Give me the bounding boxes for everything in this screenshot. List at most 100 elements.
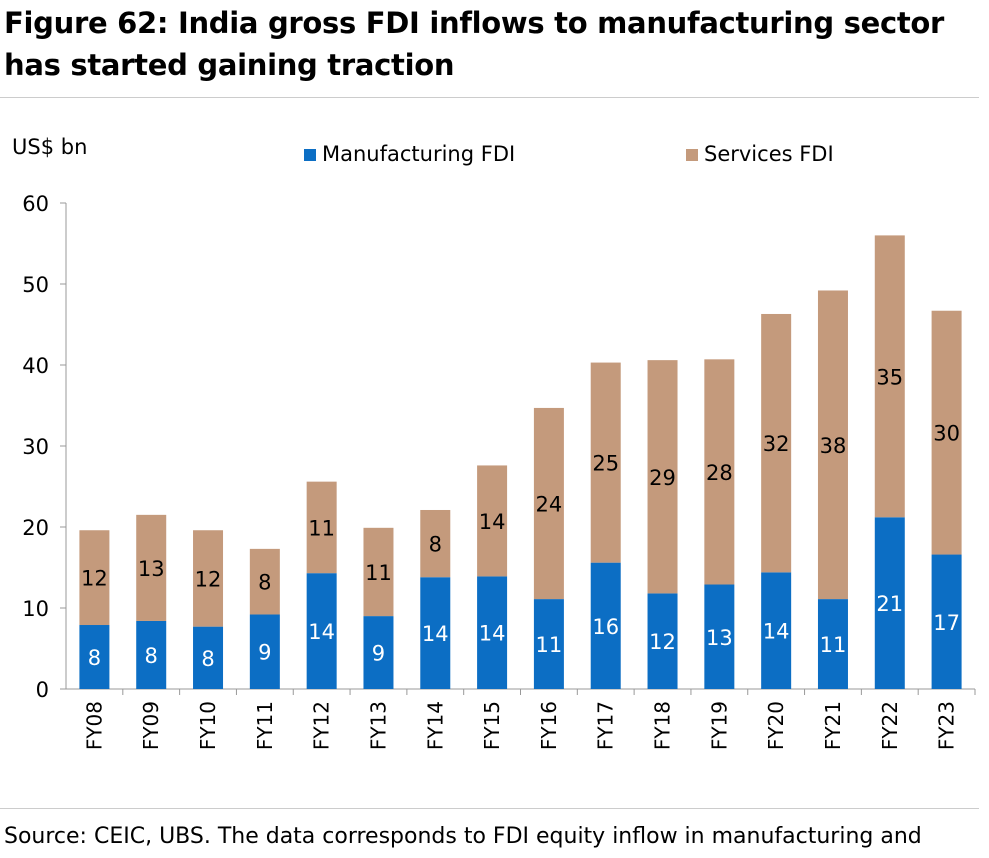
legend-label: Services FDI [704, 142, 834, 166]
manufacturing-label-fy15: 14 [479, 622, 506, 646]
manufacturing-bar-fy10 [193, 626, 224, 689]
services-label-fy12: 11 [308, 516, 335, 540]
services-label-fy16: 24 [536, 493, 563, 517]
services-label-fy22: 35 [876, 365, 903, 389]
manufacturing-label-fy21: 11 [820, 633, 847, 657]
figure-title: Figure 62: India gross FDI inflows to ma… [4, 6, 945, 82]
services-bar-fy14 [420, 509, 451, 578]
chart-bars [79, 235, 962, 689]
x-tick-label-fy18: FY18 [651, 701, 675, 750]
manufacturing-bar-fy12 [306, 573, 337, 689]
bottom-divider [0, 808, 979, 809]
manufacturing-bar-fy18 [647, 593, 678, 689]
chart-data-labels: 8 12 8 13 8 12 9 8 14 11 9 11 14 8 14 14 11 24 16 25 12 29 13 2… [81, 365, 960, 670]
x-tick-label-fy09: FY09 [139, 701, 163, 750]
services-bar-fy20 [761, 313, 792, 573]
services-bar-fy17 [590, 362, 621, 563]
y-tick-label: 10 [22, 597, 49, 621]
x-tick-label-fy14: FY14 [423, 701, 447, 750]
services-bar-fy11 [249, 548, 280, 615]
y-tick-label: 40 [22, 354, 49, 378]
x-tick-label-fy11: FY11 [253, 701, 277, 750]
services-bar-fy18 [647, 360, 678, 594]
services-label-fy10: 12 [195, 567, 222, 591]
x-tick-label-fy13: FY13 [366, 701, 390, 750]
services-label-fy15: 14 [479, 510, 506, 534]
y-tick-label: 0 [36, 678, 49, 702]
manufacturing-label-fy09: 8 [145, 644, 158, 668]
manufacturing-label-fy12: 14 [308, 620, 335, 644]
services-label-fy09: 13 [138, 557, 165, 581]
manufacturing-label-fy18: 12 [649, 630, 676, 654]
services-bar-fy15 [477, 465, 508, 577]
services-label-fy21: 38 [820, 434, 847, 458]
x-tick-label-fy08: FY08 [82, 701, 106, 750]
manufacturing-label-fy22: 21 [876, 592, 903, 616]
manufacturing-label-fy23: 17 [933, 611, 960, 635]
y-tick-label: 60 [22, 192, 49, 216]
services-bar-fy21 [817, 290, 848, 600]
manufacturing-label-fy16: 11 [536, 633, 563, 657]
manufacturing-bar-fy11 [249, 614, 280, 689]
services-label-fy23: 30 [933, 422, 960, 446]
source-note: Source: CEIC, UBS. The data corresponds … [4, 824, 922, 849]
manufacturing-bar-fy19 [704, 584, 735, 689]
legend-swatch [304, 149, 316, 161]
y-tick-label: 20 [22, 516, 49, 540]
y-tick-label: 30 [22, 435, 49, 459]
manufacturing-label-fy19: 13 [706, 626, 733, 650]
top-divider [0, 97, 979, 98]
y-tick-label: 50 [22, 273, 49, 297]
manufacturing-bar-fy20 [761, 572, 792, 689]
x-tick-label-fy20: FY20 [764, 701, 788, 750]
y-axis-label: US$ bn [12, 135, 87, 159]
chart-legend: Manufacturing FDI Services FDI [304, 142, 834, 166]
services-bar-fy12 [306, 481, 337, 574]
x-tick-label-fy23: FY23 [935, 701, 959, 750]
manufacturing-bar-fy09 [136, 620, 167, 689]
manufacturing-label-fy11: 9 [258, 641, 271, 665]
services-bar-fy23 [931, 310, 962, 555]
manufacturing-label-fy10: 8 [201, 647, 214, 671]
manufacturing-bar-fy13 [363, 616, 394, 689]
services-bar-fy22 [874, 235, 905, 518]
services-bar-fy09 [136, 514, 167, 621]
services-label-fy08: 12 [81, 567, 108, 591]
manufacturing-label-fy17: 16 [592, 615, 619, 639]
x-tick-label-fy10: FY10 [196, 701, 220, 750]
x-tick-label-fy21: FY21 [821, 701, 845, 750]
legend-manufacturing: Manufacturing FDI [304, 142, 515, 166]
x-tick-label-fy19: FY19 [707, 701, 731, 750]
services-bar-fy16 [533, 407, 564, 600]
services-label-fy18: 29 [649, 466, 676, 490]
manufacturing-bar-fy16 [533, 599, 564, 689]
services-bar-fy10 [193, 530, 224, 627]
services-bar-fy19 [704, 359, 735, 585]
manufacturing-bar-fy22 [874, 517, 905, 689]
services-label-fy17: 25 [592, 452, 619, 476]
services-label-fy14: 8 [429, 533, 442, 557]
x-tick-label-fy15: FY15 [480, 701, 504, 750]
services-label-fy13: 11 [365, 561, 392, 585]
x-tick-label-fy12: FY12 [310, 701, 334, 750]
manufacturing-bar-fy23 [931, 554, 962, 689]
legend-services: Services FDI [686, 142, 834, 166]
legend-label: Manufacturing FDI [322, 142, 515, 166]
services-label-fy19: 28 [706, 461, 733, 485]
manufacturing-bar-fy15 [477, 576, 508, 689]
services-bar-fy08 [79, 530, 110, 626]
manufacturing-bar-fy17 [590, 562, 621, 689]
stacked-bar-chart: US$ bn 0 10 20 30 40 50 60 FY08 FY09 FY10 FY11 FY12 F… [12, 135, 976, 750]
chart-axes: US$ bn 0 10 20 30 40 50 60 FY08 FY09 FY10 FY11 FY12 F… [12, 135, 976, 750]
manufacturing-label-fy08: 8 [88, 646, 101, 670]
x-tick-label-fy22: FY22 [878, 701, 902, 750]
manufacturing-label-fy13: 9 [372, 642, 385, 666]
manufacturing-bar-fy14 [420, 577, 451, 689]
manufacturing-bar-fy21 [817, 599, 848, 689]
x-tick-label-fy17: FY17 [594, 701, 618, 750]
legend-swatch [686, 149, 698, 161]
x-tick-label-fy16: FY16 [537, 701, 561, 750]
manufacturing-bar-fy08 [79, 625, 110, 689]
manufacturing-label-fy20: 14 [763, 620, 790, 644]
services-bar-fy13 [363, 527, 394, 617]
